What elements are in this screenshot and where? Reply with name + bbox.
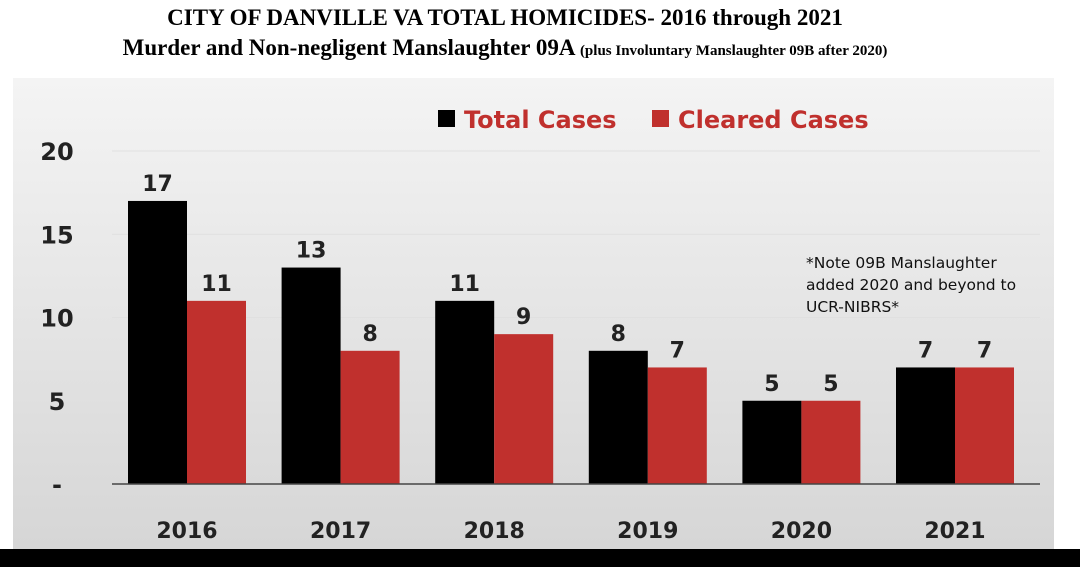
- bar-cleared-cases: [801, 400, 861, 484]
- data-label: 11: [449, 272, 480, 297]
- bar-total-cases: [588, 350, 648, 484]
- data-label: 7: [918, 338, 933, 363]
- bar-total-cases: [896, 367, 955, 484]
- data-label: 8: [362, 322, 377, 347]
- data-label: 9: [516, 305, 531, 330]
- data-label: 17: [142, 172, 173, 197]
- legend-label: Total Cases: [464, 106, 617, 134]
- y-tick-label: 15: [40, 221, 73, 249]
- x-tick-label: 2019: [617, 519, 678, 544]
- bar-cleared-cases: [340, 350, 400, 484]
- x-tick-label: 2021: [924, 519, 985, 544]
- legend-label: Cleared Cases: [678, 106, 869, 134]
- x-tick-label: 2016: [156, 519, 217, 544]
- x-tick-label: 2020: [771, 519, 832, 544]
- bar-cleared-cases: [955, 367, 1014, 484]
- y-tick-label: 5: [49, 388, 66, 416]
- note-text: *Note 09B Manslaughter: [806, 254, 997, 272]
- bar-cleared-cases: [647, 367, 707, 484]
- data-label: 11: [201, 272, 232, 297]
- bar-total-cases: [281, 267, 341, 484]
- bar-total-cases: [128, 200, 187, 484]
- data-label: 7: [977, 338, 992, 363]
- data-label: 7: [670, 338, 685, 363]
- x-tick-label: 2018: [464, 519, 525, 544]
- data-label: 13: [296, 239, 327, 264]
- data-label: 5: [764, 372, 779, 397]
- chart-subtitle: Murder and Non-negligent Manslaughter 09…: [0, 35, 1010, 61]
- data-label: 5: [823, 372, 838, 397]
- y-tick-label: 20: [40, 138, 73, 166]
- legend-swatch: [652, 110, 669, 127]
- subtitle-note: (plus Involuntary Manslaughter 09B after…: [579, 43, 888, 59]
- y-tick-label: -: [52, 471, 62, 499]
- subtitle-main: Murder and Non-negligent Manslaughter 09…: [122, 35, 575, 60]
- y-tick-label: 10: [40, 305, 73, 333]
- bar-cleared-cases: [494, 334, 554, 484]
- note-text: added 2020 and beyond to: [806, 276, 1016, 294]
- bar-total-cases: [742, 400, 802, 484]
- bottom-band: [0, 549, 1080, 567]
- x-tick-label: 2017: [310, 519, 371, 544]
- legend-swatch: [438, 110, 455, 127]
- bar-cleared-cases: [187, 300, 246, 484]
- bar-total-cases: [435, 300, 495, 484]
- chart-title: CITY OF DANVILLE VA TOTAL HOMICIDES- 201…: [167, 5, 843, 30]
- data-label: 8: [611, 322, 626, 347]
- note-text: UCR-NIBRS*: [806, 298, 899, 316]
